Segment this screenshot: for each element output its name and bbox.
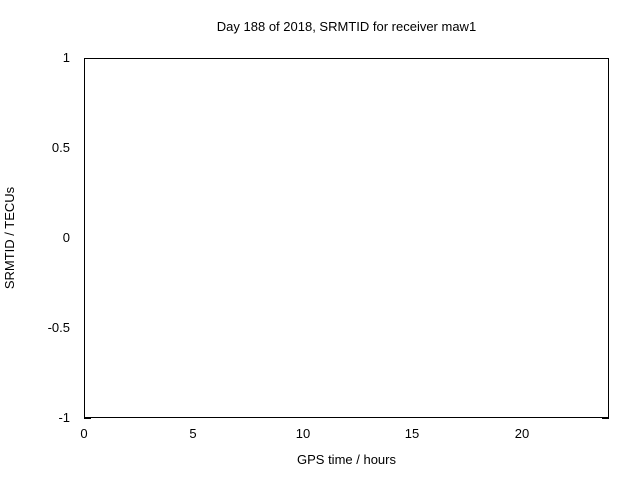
x-tick-label: 0: [80, 426, 88, 441]
y-tick-label: 0: [62, 230, 70, 245]
y-tick-label: 1: [62, 50, 70, 65]
x-tick-label: 10: [295, 426, 311, 441]
y-tick-mark-right: [602, 418, 609, 419]
plot-area: [84, 58, 609, 418]
x-tick-label: 20: [514, 426, 530, 441]
x-tick-label: 15: [404, 426, 420, 441]
y-tick-mark-left: [84, 418, 91, 419]
chart-title: Day 188 of 2018, SRMTID for receiver maw…: [216, 19, 477, 34]
y-tick-label: 0.5: [51, 140, 70, 155]
y-tick-label: -1: [58, 410, 70, 425]
x-axis-label: GPS time / hours: [297, 452, 396, 467]
x-tick-label: 5: [189, 426, 197, 441]
y-tick-label: -0.5: [47, 320, 70, 335]
